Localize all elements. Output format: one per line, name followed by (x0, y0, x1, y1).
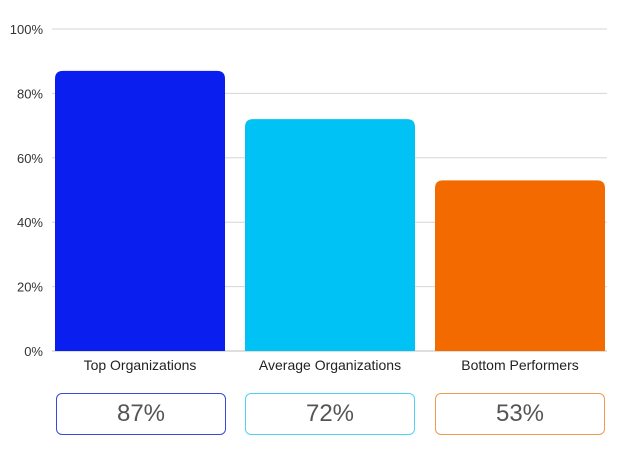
y-tick-label: 60% (17, 151, 43, 166)
data-label: 87% (56, 393, 226, 435)
bar (435, 180, 605, 351)
data-label: 53% (435, 393, 605, 435)
x-tick-label: Bottom Performers (461, 357, 578, 373)
y-tick-label: 40% (17, 215, 43, 230)
bar (245, 119, 415, 351)
bar (55, 70, 225, 352)
x-tick-label: Top Organizations (84, 357, 197, 373)
y-tick-label: 100% (10, 22, 44, 37)
y-tick-label: 80% (17, 86, 43, 101)
y-tick-label: 20% (17, 280, 43, 295)
data-label: 72% (245, 393, 415, 435)
x-tick-label: Average Organizations (259, 357, 401, 373)
y-tick-label: 0% (24, 344, 43, 359)
